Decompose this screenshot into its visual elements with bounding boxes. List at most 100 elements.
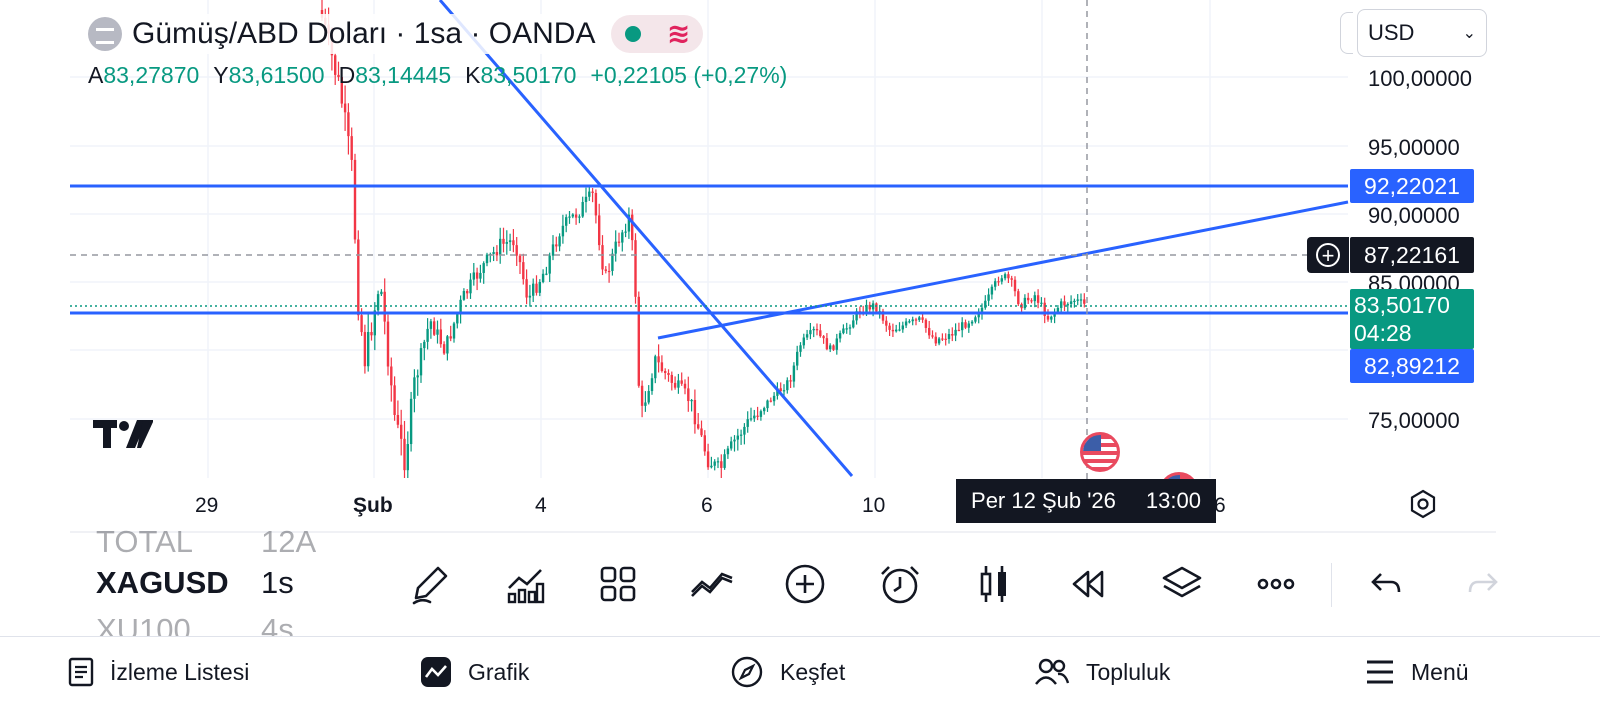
candle-body bbox=[565, 217, 568, 226]
candle-body bbox=[505, 242, 508, 244]
nav-menu[interactable]: Menü bbox=[1365, 652, 1469, 692]
toolbar-divider bbox=[1331, 563, 1332, 607]
add-icon[interactable] bbox=[783, 562, 827, 606]
add-alert-button[interactable]: + bbox=[1307, 237, 1349, 273]
candles-icon[interactable] bbox=[972, 562, 1016, 606]
candle-body bbox=[621, 232, 624, 243]
candle-body bbox=[990, 286, 994, 295]
redo-icon[interactable] bbox=[1460, 562, 1504, 606]
market-open-dot-icon bbox=[624, 26, 641, 42]
candle-body bbox=[1060, 301, 1063, 308]
watchlist-row[interactable]: XU100 4s bbox=[96, 612, 294, 636]
price-chart[interactable] bbox=[0, 0, 1600, 540]
nav-chart-label: Grafik bbox=[468, 658, 530, 685]
candle-body bbox=[868, 304, 871, 310]
candle-body bbox=[726, 448, 730, 455]
candle-body bbox=[931, 335, 934, 337]
candle-body bbox=[928, 327, 931, 336]
candle-body bbox=[852, 320, 855, 328]
candle-body bbox=[1036, 295, 1040, 303]
candle-body bbox=[1050, 316, 1053, 320]
layout-grid-icon[interactable] bbox=[596, 562, 640, 606]
candle-body bbox=[634, 240, 637, 297]
candle-body bbox=[819, 330, 822, 337]
nav-watchlist[interactable]: İzleme Listesi bbox=[68, 652, 249, 692]
compare-icon[interactable] bbox=[690, 562, 734, 606]
candle-body bbox=[644, 402, 647, 406]
nav-explore[interactable]: Keşfet bbox=[730, 652, 845, 692]
pencil-icon[interactable] bbox=[408, 562, 452, 606]
chevron-down-icon: ⌄ bbox=[1462, 25, 1476, 42]
candle-body bbox=[796, 351, 799, 366]
candle-body bbox=[581, 202, 584, 217]
candle-body bbox=[452, 323, 456, 339]
candle-body bbox=[736, 435, 739, 440]
candle-body bbox=[947, 334, 951, 340]
watchlist-row-active[interactable]: XAGUSD 1s bbox=[96, 565, 294, 601]
crosshair-price-badge: 87,22161 bbox=[1350, 237, 1474, 273]
time-tick: 29 bbox=[195, 494, 219, 517]
candle-body bbox=[987, 294, 990, 301]
symbol-header[interactable]: Gümüş/ABD Doları · 1sa · OANDA ≋ bbox=[88, 14, 704, 54]
candle-body bbox=[733, 439, 736, 442]
undo-icon[interactable] bbox=[1365, 562, 1409, 606]
replay-icon[interactable] bbox=[1066, 562, 1110, 606]
ascending-trendline bbox=[657, 200, 1349, 340]
us-event-flag-icon[interactable] bbox=[1080, 432, 1120, 472]
candle-body bbox=[1023, 297, 1027, 309]
candle-body bbox=[967, 323, 970, 328]
alert-clock-icon[interactable] bbox=[878, 562, 922, 606]
candle-body bbox=[723, 454, 726, 468]
more-icon[interactable] bbox=[1254, 562, 1298, 606]
candle-body bbox=[842, 328, 845, 334]
candle-body bbox=[1063, 301, 1066, 306]
chart-settings-icon[interactable] bbox=[1407, 488, 1439, 520]
candle-body bbox=[462, 291, 466, 300]
indicators-icon[interactable] bbox=[503, 562, 547, 606]
last-price-value: 83,50170 bbox=[1354, 292, 1450, 318]
candle-body bbox=[802, 337, 805, 346]
candle-body bbox=[845, 328, 848, 330]
candle-body bbox=[584, 196, 588, 203]
watchlist-row[interactable]: TOTAL 12A bbox=[96, 520, 316, 554]
candle-body bbox=[690, 400, 693, 402]
candle-body bbox=[974, 317, 977, 322]
candle-body bbox=[766, 400, 769, 409]
nav-chart[interactable]: Grafik bbox=[420, 652, 529, 692]
candle-body bbox=[466, 291, 469, 294]
candle-body bbox=[799, 345, 802, 352]
layers-icon[interactable] bbox=[1160, 562, 1204, 606]
bottom-nav-separator bbox=[0, 636, 1600, 637]
candle-body bbox=[337, 74, 340, 78]
candle-body bbox=[409, 398, 413, 445]
candle-body bbox=[515, 245, 518, 256]
people-icon bbox=[1035, 658, 1070, 685]
candle-body bbox=[895, 329, 898, 332]
candle-body bbox=[683, 383, 687, 389]
candle-body bbox=[607, 270, 611, 273]
market-status-pill[interactable]: ≋ bbox=[611, 15, 704, 53]
candle-body bbox=[984, 300, 987, 308]
candle-body bbox=[1000, 278, 1003, 282]
candle-body bbox=[640, 385, 644, 406]
plus-icon: + bbox=[1316, 243, 1340, 267]
candle-body bbox=[815, 329, 819, 331]
candle-body bbox=[677, 380, 680, 388]
candle-body bbox=[555, 244, 558, 247]
candle-body bbox=[433, 321, 436, 335]
side-panel-toggle[interactable] bbox=[1340, 12, 1353, 54]
candle-body bbox=[495, 252, 499, 256]
nav-community[interactable]: Topluluk bbox=[1034, 652, 1170, 692]
candle-body bbox=[657, 356, 660, 363]
lower-line-price-badge: 82,89212 bbox=[1350, 349, 1474, 383]
candle-body bbox=[502, 238, 505, 244]
candle-body bbox=[423, 341, 426, 349]
candle-body bbox=[571, 214, 574, 217]
bar-countdown: 04:28 bbox=[1354, 320, 1412, 346]
candle-body bbox=[426, 328, 429, 342]
candle-body bbox=[492, 252, 495, 254]
candle-body bbox=[855, 311, 858, 321]
candle-body bbox=[908, 321, 911, 323]
candle-body bbox=[561, 225, 565, 237]
currency-select[interactable]: USD ⌄ bbox=[1357, 9, 1487, 57]
